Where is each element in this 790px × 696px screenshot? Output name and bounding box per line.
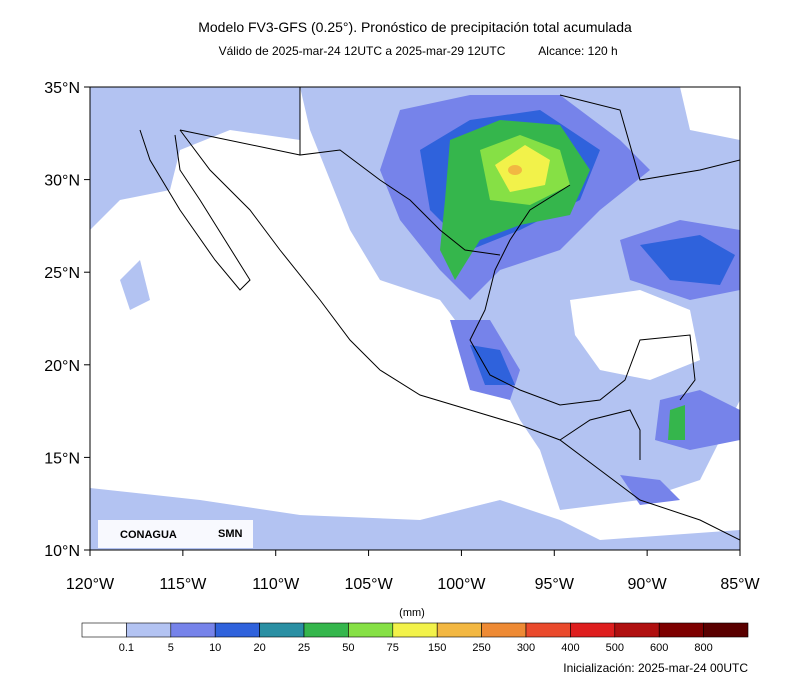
colorbar-label: 10 [209,642,221,654]
colorbar-label: 600 [650,642,668,654]
range: Alcance: 120 h [538,44,617,58]
colorbar-swatch [259,622,305,638]
lon-label: 85°W [720,576,760,593]
lon-label: 115°W [159,576,207,593]
map-frame [89,86,741,551]
colorbar-label: 150 [428,642,446,654]
colorbar-swatch [348,622,394,638]
lat-label: 25°N [44,265,80,282]
lat-label: 10°N [44,543,80,560]
lon-label: 95°W [535,576,575,593]
colorbar-label: 400 [561,642,579,654]
lon-label: 90°W [627,576,667,593]
colorbar-swatch [658,622,704,638]
colorbar-swatch [170,622,216,638]
colorbar-label: 25 [298,642,310,654]
colorbar-swatch [81,622,127,638]
colorbar-swatch [703,622,749,638]
colorbar-swatch [214,622,260,638]
colorbar-swatch [126,622,172,638]
lat-label: 35°N [44,80,80,97]
lon-label: 110°W [252,576,300,593]
title: Modelo FV3-GFS (0.25°). Pronóstico de pr… [198,19,632,35]
colorbar-swatch [392,622,438,638]
colorbar-label: 75 [387,642,399,654]
colorbar-swatch [303,622,349,638]
colorbar-label: 250 [472,642,490,654]
lon-label: 105°W [344,576,393,593]
logo-smn: SMN [218,528,243,540]
lat-label: 20°N [44,358,80,375]
colorbar-swatch [570,622,616,638]
footer-init: Inicialización: 2025-mar-24 00UTC [563,661,748,675]
colorbar-label: 50 [342,642,354,654]
subtitle: Válido de 2025-mar-24 12UTC a 2025-mar-2… [219,44,506,58]
colorbar-label: 5 [168,642,174,654]
lon-label: 120°W [66,576,115,593]
colorbar-unit: (mm) [399,607,425,619]
colorbar-label: 500 [606,642,624,654]
colorbar-label: 300 [517,642,535,654]
colorbar-label: 20 [253,642,265,654]
colorbar-swatch [525,622,571,638]
colorbar-label: 0.1 [119,642,134,654]
logo-conagua: CONAGUA [120,529,177,541]
lat-label: 15°N [44,450,80,467]
colorbar-label: 800 [694,642,712,654]
colorbar-swatch [481,622,527,638]
map: CONAGUA SMN [90,87,740,550]
lat-label: 30°N [44,173,80,190]
colorbar-swatch [436,622,482,638]
colorbar-swatch [614,622,660,638]
lon-label: 100°W [437,576,486,593]
